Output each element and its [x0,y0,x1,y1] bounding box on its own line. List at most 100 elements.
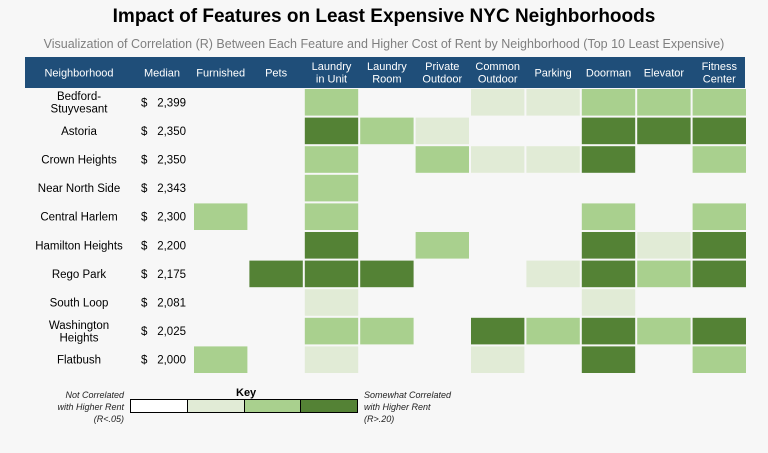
heat-cell [471,89,525,116]
heat-cell [360,260,414,288]
key-swatch-3 [301,400,357,412]
row-median: 2,343 [157,183,186,195]
heat-cell [304,174,359,202]
heat-cell [249,260,303,288]
heat-cell [415,232,469,259]
row-currency: $ [141,355,148,367]
key-right-note: Somewhat Correlated with Higher Rent (R>… [364,389,474,425]
heat-cell [526,146,580,173]
key-right-line-3: (R>.20) [364,414,395,424]
heat-cell [194,346,248,373]
chart-subtitle: Visualization of Correlation (R) Between… [43,37,725,51]
row-currency: $ [141,155,148,167]
heat-cell [304,317,359,345]
key-swatch-1 [187,400,245,412]
heat-cell [304,232,359,259]
heat-cell [692,117,746,145]
key-left-note: Not Correlated with Higher Rent (R<.05) [20,389,124,425]
row-median: 2,350 [157,126,186,138]
row-label: Near North Side [38,183,120,195]
header-neighborhood: Neighborhood [44,67,113,79]
row-median: 2,350 [157,155,186,167]
key-left-line-1: Not Correlated [65,390,124,400]
heat-cell [471,146,525,173]
heat-cell [304,146,359,173]
heat-cell [360,317,414,345]
row-label: Bedford-Stuyvesant [51,91,109,116]
row-label: Washington Heights [49,320,109,345]
heat-cell [360,117,414,145]
heat-cell [637,232,691,259]
header-furnished: Furnished [196,67,245,79]
heat-cell [304,260,359,288]
key-swatch-2 [244,400,302,412]
header-laundry-in-unit: Laundry in Unit [312,61,352,86]
heat-cell [581,317,636,345]
row-currency: $ [141,183,148,195]
row-median: 2,000 [157,355,186,367]
heat-cell [471,346,525,373]
heat-cell [692,89,746,116]
heat-cell [304,203,359,230]
header-elevator: Elevator [644,67,685,79]
heat-cell [692,203,746,230]
row-currency: $ [141,97,148,109]
heat-cell [526,260,580,288]
row-currency: $ [141,269,148,281]
row-currency: $ [141,212,148,224]
row-label: Hamilton Heights [35,240,123,252]
header-pets: Pets [265,67,288,79]
heat-cell [581,289,636,316]
heat-cell [581,117,636,145]
heat-cell [415,117,469,145]
heat-cell [415,146,469,173]
row-median: 2,399 [157,97,186,109]
chart-title: Impact of Features on Least Expensive NY… [112,6,656,27]
heat-cell [304,346,359,373]
key-right-line-2: with Higher Rent [364,402,431,412]
header-parking: Parking [534,67,571,79]
heat-cell [692,260,746,288]
key-left-line-2: with Higher Rent [57,402,124,412]
row-label: Crown Heights [41,155,117,167]
row-label: Rego Park [52,269,107,281]
key-swatch-0 [131,400,188,412]
heat-cell [692,146,746,173]
row-label: South Loop [50,298,109,310]
header-laundry-room: Laundry Room [367,61,407,86]
heat-cell [304,117,359,145]
header-band [25,57,745,88]
header-doorman: Doorman [586,67,631,79]
row-median: 2,025 [157,326,186,338]
heat-cell [581,232,636,259]
heat-cell [692,232,746,259]
heat-cell [581,89,636,116]
heat-cell [637,89,691,116]
heat-cell [526,317,580,345]
row-currency: $ [141,326,148,338]
heat-cell [581,146,636,173]
heat-cell [637,317,691,345]
row-label: Astoria [61,126,97,138]
header-fitness-center: Fitness Center [702,61,738,86]
key-color-scale [130,399,358,413]
key-title: Key [236,387,257,399]
heat-cell [304,89,359,116]
row-median: 2,200 [157,240,186,252]
row-median: 2,175 [157,269,186,281]
header-private-outdoor: Private Outdoor [422,61,462,86]
heat-cell [637,117,691,145]
row-label: Central Harlem [40,212,117,224]
heat-cell [637,260,691,288]
header-common-outdoor: Common Outdoor [475,61,520,86]
row-currency: $ [141,240,148,252]
heat-cell [526,89,580,116]
row-currency: $ [141,298,148,310]
row-currency: $ [141,126,148,138]
heat-cell [194,203,248,230]
key-right-line-1: Somewhat Correlated [364,390,452,400]
heat-cell [692,317,746,345]
row-median: 2,300 [157,212,186,224]
row-label: Flatbush [57,355,101,367]
